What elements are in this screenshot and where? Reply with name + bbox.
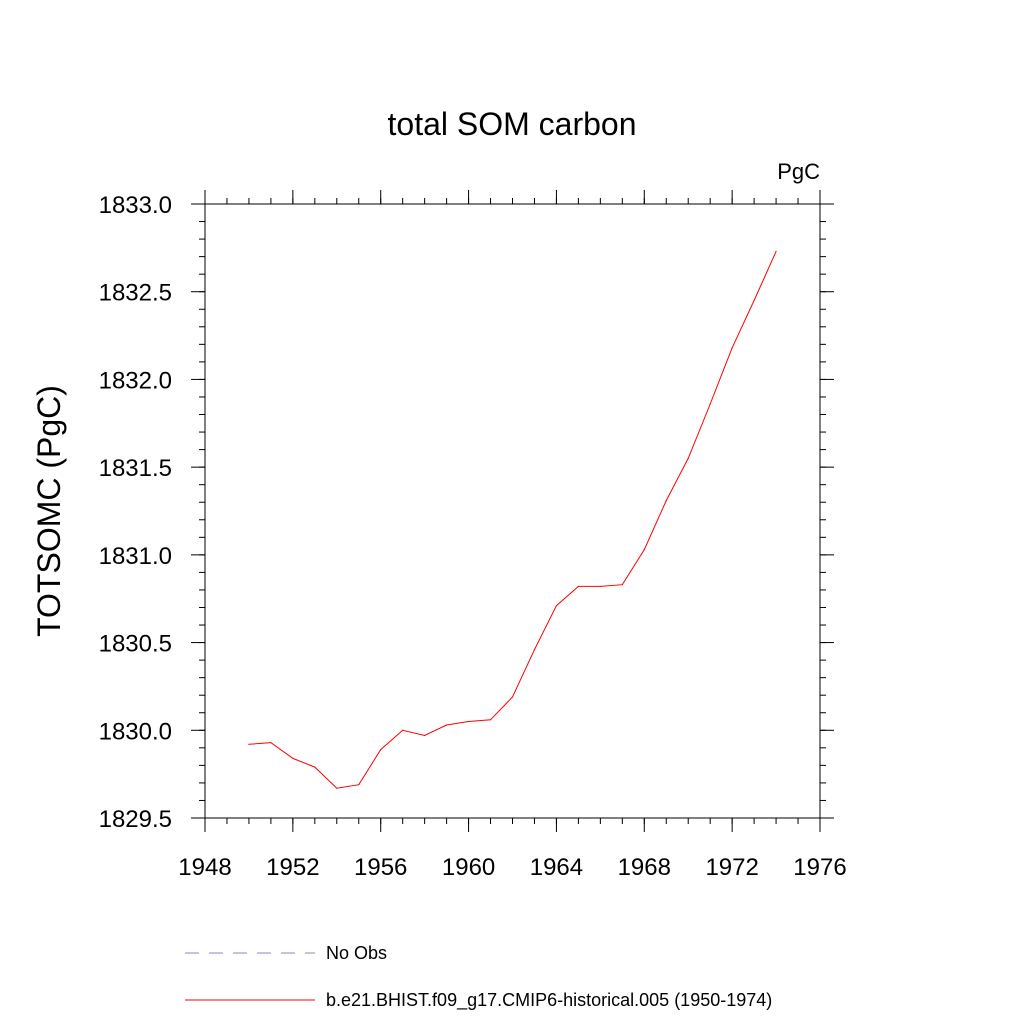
plot-frame (204, 203, 821, 819)
data-point (577, 585, 579, 588)
series-line-0 (248, 251, 777, 789)
legend: No Obs b.e21.BHIST.f09_g17.CMIP6-histori… (185, 943, 772, 1011)
y-tick-label: 1832.5 (99, 280, 172, 307)
data-point (643, 548, 645, 551)
y-tick-label: 1831.5 (99, 455, 172, 482)
y-tick-label: 1829.5 (99, 806, 172, 833)
units-label: PgC (777, 159, 820, 184)
data-point (511, 696, 514, 698)
data-point (731, 347, 733, 349)
data-point (292, 757, 294, 759)
data-point (424, 734, 426, 737)
data-point (402, 729, 404, 731)
data-point (687, 457, 689, 459)
data-point (753, 299, 755, 302)
x-tick-label: 1948 (178, 854, 231, 881)
data-point (467, 720, 470, 723)
x-tick-label: 1976 (793, 854, 846, 881)
x-tick-label: 1964 (530, 854, 583, 881)
data-point (489, 719, 492, 721)
data-point (336, 787, 338, 789)
data-point (314, 766, 316, 768)
series-group (248, 250, 777, 789)
y-tick-labels: 1829.5 1830.0 1830.5 1831.0 1831.5 1832.0 1832… (99, 192, 172, 833)
x-tick-label: 1972 (705, 854, 758, 881)
data-point (775, 250, 777, 252)
x-tick-labels: 1948 1952 1956 1960 1964 1968 1972 1976 (178, 854, 846, 881)
x-tick-label: 1968 (618, 854, 671, 881)
data-point (599, 585, 601, 588)
data-point (358, 784, 360, 786)
chart-title: total SOM carbon (388, 106, 637, 142)
axis-ticks (191, 190, 834, 832)
y-tick-label: 1832.0 (99, 367, 172, 394)
x-tick-label: 1956 (354, 854, 407, 881)
y-axis-title: TOTSOMC (PgC) (31, 385, 67, 637)
y-tick-label: 1830.5 (99, 631, 172, 658)
data-point (380, 748, 382, 751)
data-point (709, 403, 711, 405)
data-point (248, 743, 250, 745)
data-point (446, 724, 448, 726)
data-point (555, 605, 558, 607)
legend-label-model-run: b.e21.BHIST.f09_g17.CMIP6-historical.005… (326, 990, 772, 1011)
y-tick-label: 1833.0 (99, 192, 172, 219)
data-point (533, 648, 536, 651)
x-tick-label: 1960 (442, 854, 495, 881)
x-tick-label: 1952 (266, 854, 319, 881)
y-tick-label: 1830.0 (99, 718, 172, 745)
data-point (270, 741, 272, 744)
y-tick-label: 1831.0 (99, 543, 172, 570)
data-point (621, 584, 623, 586)
data-point (665, 499, 667, 502)
legend-label-no-obs: No Obs (326, 943, 387, 963)
